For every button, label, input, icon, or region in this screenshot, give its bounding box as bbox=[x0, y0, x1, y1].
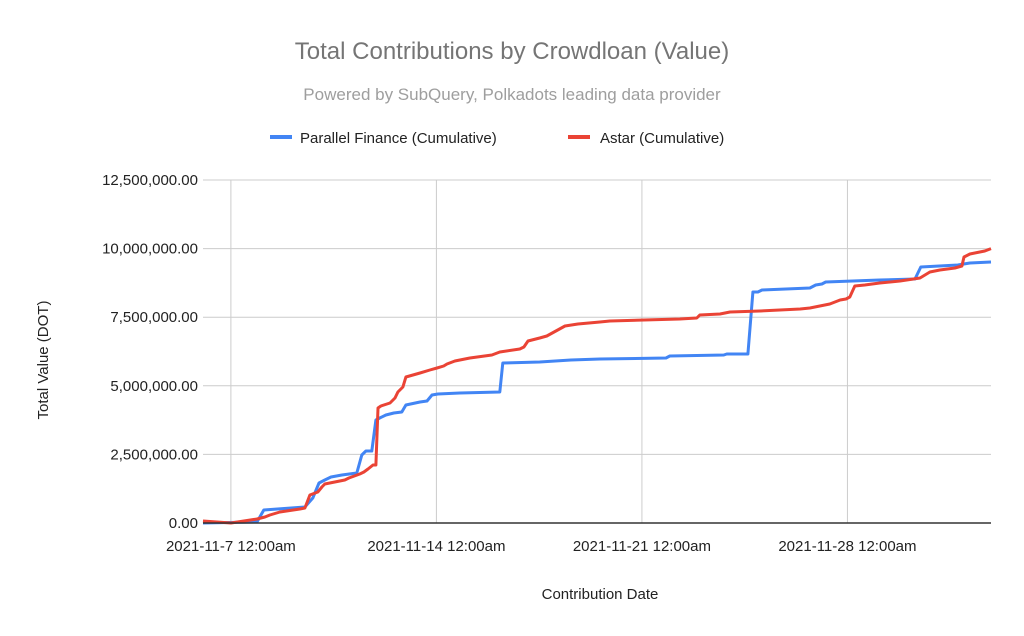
x-axis-ticks: 2021-11-7 12:00am 2021-11-14 12:00am 2021-… bbox=[166, 538, 917, 555]
y-tick-label: 10,000,000.00 bbox=[102, 241, 198, 258]
y-tick-label: 0.00 bbox=[169, 515, 198, 532]
chart-subtitle: Powered by SubQuery, Polkadots leading d… bbox=[303, 85, 721, 104]
x-axis-title: Contribution Date bbox=[542, 586, 659, 603]
chart-title: Total Contributions by Crowdloan (Value) bbox=[295, 38, 729, 65]
series-line-astar bbox=[202, 247, 992, 525]
gridlines bbox=[203, 179, 991, 524]
y-tick-label: 7,500,000.00 bbox=[110, 309, 198, 326]
x-tick-label: 2021-11-7 12:00am bbox=[166, 538, 296, 555]
x-tick-label: 2021-11-14 12:00am bbox=[367, 538, 505, 555]
legend: Parallel Finance (Cumulative) Astar (Cum… bbox=[270, 130, 724, 147]
y-tick-label: 12,500,000.00 bbox=[102, 172, 198, 189]
y-tick-label: 5,000,000.00 bbox=[110, 378, 198, 395]
legend-label-parallel: Parallel Finance (Cumulative) bbox=[300, 130, 497, 147]
y-axis-ticks: 0.00 2,500,000.00 5,000,000.00 7,500,000.00… bbox=[102, 172, 198, 532]
series-line-parallel-finance bbox=[202, 260, 992, 525]
series-lines bbox=[202, 247, 992, 525]
y-tick-label: 2,500,000.00 bbox=[110, 446, 198, 463]
x-tick-label: 2021-11-21 12:00am bbox=[573, 538, 711, 555]
y-axis-title: Total Value (DOT) bbox=[35, 301, 52, 420]
x-tick-label: 2021-11-28 12:00am bbox=[778, 538, 916, 555]
legend-label-astar: Astar (Cumulative) bbox=[600, 130, 724, 147]
